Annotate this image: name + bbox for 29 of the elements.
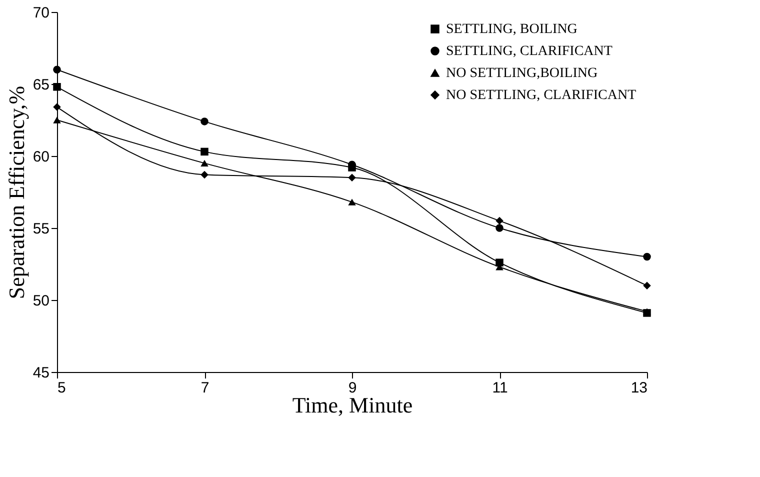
point xyxy=(496,224,504,232)
x-tick-label: 5 xyxy=(58,380,66,396)
y-axis-title: Separation Efficiency,% xyxy=(4,86,29,300)
point xyxy=(53,66,61,74)
legend-label: SETTLING, BOILING xyxy=(446,22,578,37)
x-tick-label: 11 xyxy=(492,380,508,396)
legend-label: SETTLING, CLARIFICANT xyxy=(446,44,613,59)
y-tick-label: 70 xyxy=(32,4,50,22)
point xyxy=(200,148,208,156)
point xyxy=(496,258,504,266)
point xyxy=(200,118,208,126)
point xyxy=(643,282,651,290)
x-tick-label: 13 xyxy=(630,380,648,396)
y-tick-label: 55 xyxy=(32,220,50,238)
y-tick-label: 65 xyxy=(32,76,50,94)
legend-label: NO SETTLING, CLARIFICANT xyxy=(446,88,637,103)
y-tick-label: 60 xyxy=(32,148,50,166)
point xyxy=(348,174,356,182)
y-tick-label: 50 xyxy=(32,292,50,310)
point xyxy=(200,160,208,167)
point xyxy=(348,198,356,206)
x-tick-label: 7 xyxy=(200,380,210,396)
point xyxy=(53,103,61,111)
point xyxy=(200,170,208,179)
point xyxy=(53,116,61,124)
point xyxy=(496,216,504,225)
legend-label: NO SETTLING,BOILING xyxy=(446,66,598,81)
y-tick-label: 45 xyxy=(32,364,50,382)
point xyxy=(643,252,651,261)
